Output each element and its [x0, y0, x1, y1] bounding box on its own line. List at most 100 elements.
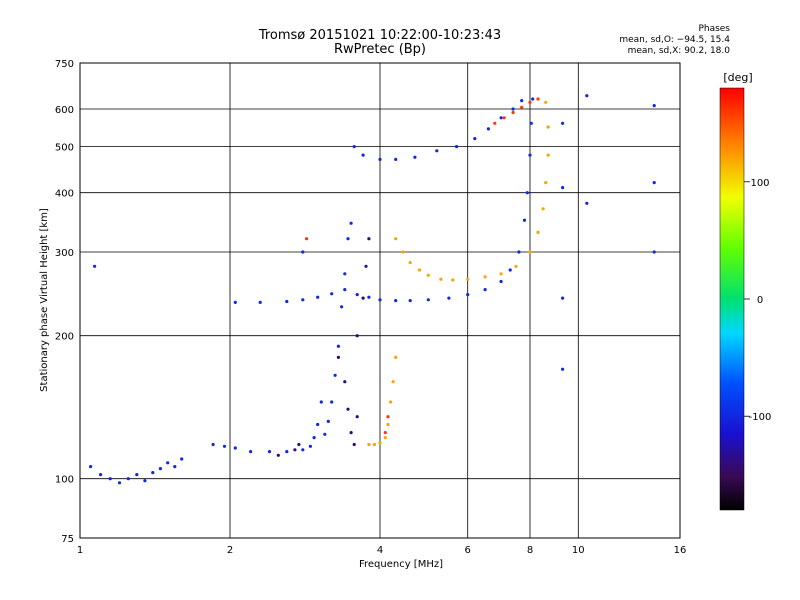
data-point [525, 191, 529, 195]
data-point [361, 296, 365, 300]
data-point [493, 121, 497, 125]
data-point [546, 125, 550, 129]
data-point [108, 477, 112, 481]
x-tick-label: 16 [674, 545, 687, 556]
data-point [326, 419, 330, 423]
data-point [561, 367, 565, 371]
data-point [499, 279, 503, 284]
data-point [316, 422, 320, 427]
data-point [499, 272, 503, 276]
y-tick-label: 750 [55, 59, 74, 70]
data-point [343, 288, 347, 292]
data-point [394, 355, 398, 359]
data-point [222, 444, 227, 448]
phases-o-stats: mean, sd,O: −94.5, 15.4 [619, 35, 730, 45]
data-point [528, 153, 532, 157]
data-point [301, 298, 305, 302]
x-tick-label: 4 [377, 545, 383, 556]
data-point [367, 442, 371, 447]
data-point [486, 127, 490, 131]
colorbar-tick-label: -100 [749, 412, 772, 423]
data-point [466, 277, 470, 281]
data-point [652, 181, 656, 185]
data-point [561, 296, 565, 300]
data-point [546, 153, 550, 157]
data-point [355, 415, 359, 419]
y-tick-label: 300 [55, 248, 74, 259]
y-tick-label: 200 [55, 332, 74, 343]
data-point [367, 237, 371, 241]
data-point [483, 275, 487, 279]
colorbar-label: [deg] [723, 71, 752, 84]
data-point [258, 300, 262, 304]
data-point [301, 448, 305, 452]
data-point [522, 218, 527, 222]
data-point [520, 105, 524, 109]
data-point [511, 107, 515, 111]
data-point [99, 473, 103, 477]
data-point [276, 453, 280, 457]
data-point [499, 116, 503, 120]
data-point [426, 298, 430, 302]
data-point [323, 432, 327, 436]
colorbar-tick-label: 100 [750, 178, 769, 189]
data-point [536, 230, 540, 234]
data-point [372, 442, 377, 447]
data-point [319, 400, 323, 404]
data-point [233, 300, 237, 304]
data-point [330, 292, 334, 296]
data-point [211, 442, 215, 447]
data-point [435, 149, 439, 153]
data-point [585, 94, 589, 98]
data-point [517, 250, 521, 254]
data-point [386, 422, 390, 427]
data-point [343, 272, 347, 276]
data-point [508, 268, 512, 272]
data-point [340, 305, 344, 309]
data-point [439, 277, 443, 281]
y-tick-label: 100 [55, 475, 74, 486]
data-point [346, 237, 350, 241]
data-point [383, 436, 387, 440]
y-tick-label: 600 [55, 105, 74, 116]
data-point [349, 221, 353, 225]
data-point [389, 400, 393, 404]
data-point [544, 100, 548, 104]
data-point [285, 299, 289, 304]
data-point [249, 450, 253, 454]
data-point [352, 442, 356, 447]
data-point [473, 137, 477, 141]
data-point [346, 407, 350, 411]
grid-lines [80, 63, 680, 538]
data-point [426, 273, 430, 277]
colorbar-tick-label: 0 [757, 295, 763, 306]
data-point [536, 97, 540, 101]
data-point [117, 481, 122, 485]
data-point [364, 264, 368, 268]
data-point [652, 104, 656, 108]
data-point [401, 250, 405, 254]
data-point [151, 471, 155, 475]
phases-x-stats: mean, sd,X: 90.2, 18.0 [627, 46, 730, 56]
chart-subtitle: RwPretec (Bp) [333, 42, 427, 57]
data-point [561, 121, 565, 125]
data-point [312, 436, 316, 440]
data-points [89, 94, 656, 485]
data-point [349, 431, 353, 435]
data-point [528, 100, 532, 104]
y-tick-label: 75 [61, 534, 74, 545]
data-point [466, 293, 470, 297]
data-point [89, 465, 93, 469]
data-point [391, 380, 395, 384]
data-point [367, 295, 371, 299]
data-point [336, 355, 340, 359]
data-point [158, 467, 162, 471]
data-point [585, 201, 589, 205]
data-point [285, 450, 289, 454]
data-point [173, 465, 177, 469]
y-tick-label: 400 [55, 189, 74, 200]
data-point [333, 373, 337, 377]
data-point [305, 237, 309, 241]
data-point [383, 431, 387, 435]
